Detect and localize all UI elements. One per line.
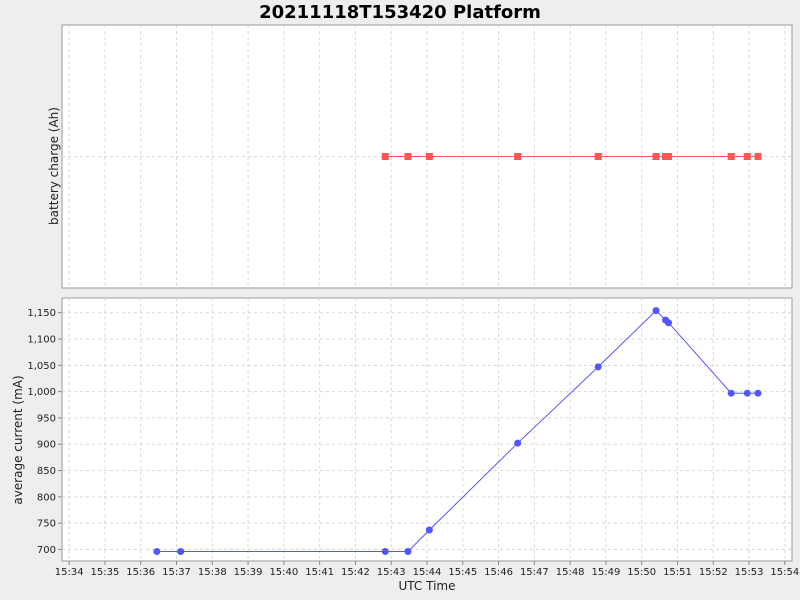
x-axis-label: UTC Time: [399, 579, 456, 593]
battery-charge-point: [514, 153, 522, 160]
battery-charge-panel: battery charge (Ah): [47, 24, 793, 289]
x-tick-label: 15:39: [234, 567, 263, 578]
average-current-point: [153, 548, 161, 556]
average-current-point: [514, 439, 522, 447]
average-current-point: [754, 389, 762, 397]
battery-charge-point: [381, 153, 389, 160]
x-tick-label: 15:36: [126, 567, 155, 578]
average-current-point: [425, 526, 433, 534]
battery-charge-y-axis-label: battery charge (Ah): [47, 107, 61, 225]
y-tick-label: 1,050: [27, 361, 56, 372]
x-tick-label: 15:52: [699, 567, 728, 578]
x-tick-label: 15:46: [484, 567, 513, 578]
x-tick-label: 15:47: [520, 567, 549, 578]
y-tick-label: 950: [37, 413, 56, 424]
average-current-point: [594, 363, 602, 371]
y-tick-label: 900: [37, 440, 56, 451]
x-tick-label: 15:41: [305, 567, 334, 578]
x-tick-label: 15:50: [627, 567, 656, 578]
y-tick-label: 1,000: [27, 387, 56, 398]
average-current-point: [381, 548, 389, 556]
x-tick-label: 15:45: [448, 567, 477, 578]
y-tick-label: 850: [37, 466, 56, 477]
x-tick-label: 15:34: [55, 567, 84, 578]
average-current-point: [652, 307, 660, 315]
battery-charge-point: [594, 153, 602, 160]
chart-title: 20211118T153420 Platform: [259, 2, 541, 23]
x-tick-label: 15:35: [91, 567, 120, 578]
battery-charge-point: [404, 153, 412, 160]
battery-charge-point: [665, 153, 673, 160]
y-tick-label: 1,100: [27, 335, 56, 346]
x-tick-label: 15:38: [198, 567, 227, 578]
x-tick-label: 15:54: [770, 567, 799, 578]
average-current-point: [404, 548, 412, 556]
x-tick-label: 15:42: [341, 567, 370, 578]
x-tick-label: 15:44: [413, 567, 442, 578]
x-tick-label: 15:51: [663, 567, 692, 578]
battery-charge-point: [743, 153, 751, 160]
battery-charge-point: [652, 153, 660, 160]
battery-charge-point: [727, 153, 735, 160]
average-current-point: [743, 389, 751, 397]
battery-charge-point: [425, 153, 433, 160]
x-tick-label: 15:48: [556, 567, 585, 578]
average-current-point: [665, 319, 673, 327]
x-tick-label: 15:40: [269, 567, 298, 578]
battery-charge-point: [754, 153, 762, 160]
average-current-point: [727, 389, 735, 397]
y-tick-label: 700: [37, 545, 56, 556]
average-current-point: [177, 548, 185, 556]
average-current-panel: 700 750 800 850 900 950 1,000 1,050 1,100 1,150 a…: [11, 297, 793, 562]
x-tick-label: 15:53: [735, 567, 764, 578]
x-tick-label: 15:43: [377, 567, 406, 578]
y-tick-label: 750: [37, 519, 56, 530]
average-current-y-axis-label: average current (mA): [11, 375, 25, 504]
x-tick-label: 15:37: [162, 567, 191, 578]
y-tick-label: 800: [37, 492, 56, 503]
y-tick-label: 1,150: [27, 308, 56, 319]
x-tick-label: 15:49: [592, 567, 621, 578]
